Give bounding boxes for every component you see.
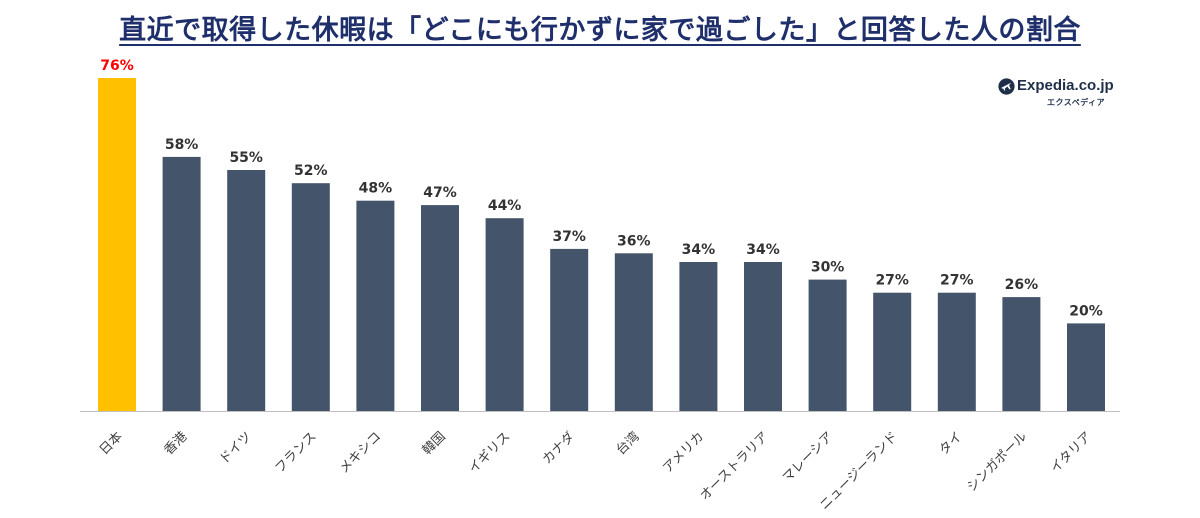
bar-1 [162,156,201,411]
chart-title: 直近で取得した休暇は「どこにも行かずに家で過ごした」と回答した人の割合 [119,15,1081,46]
category-label-11: マレーシア [780,429,836,485]
bar-12 [873,292,912,411]
category-label-0: 日本 [97,429,126,458]
category-label-9: アメリカ [660,429,707,476]
bar-4 [356,200,395,411]
value-label-9: 34% [682,242,716,258]
category-label-1: 香港 [161,429,190,458]
bar-6 [485,218,524,411]
value-label-0: 76% [100,58,134,74]
value-label-8: 36% [617,233,651,249]
logo-sub-text: エクスペディア [1047,98,1106,107]
value-label-5: 47% [423,185,457,201]
bar-13 [937,292,976,411]
value-label-7: 37% [552,229,586,245]
value-labels-group: 76% 58% 55% 52% 48% 47% 44% 37% 36% 34% 34% 30% 27% 2… [100,58,1103,319]
logo-brand-text: Expedia.co.jp [1017,77,1114,94]
category-label-15: イタリア [1048,429,1095,476]
category-label-3: フランス [272,429,319,476]
category-label-13: タイ [937,429,966,458]
category-label-5: 韓国 [420,429,449,458]
bar-15 [1067,323,1105,411]
category-label-6: イギリス [466,429,513,476]
value-label-13: 27% [940,273,974,289]
bar-5 [421,205,459,411]
expedia-logo: Expedia.co.jp エクスペディア [995,76,1115,112]
bars-group [98,78,1105,411]
value-label-1: 58% [165,137,199,153]
value-label-12: 27% [875,273,909,289]
plane-globe-icon [998,78,1015,95]
category-label-4: メキシコ [337,429,384,476]
bar-2 [227,170,266,411]
value-label-3: 52% [294,163,328,179]
value-label-15: 20% [1069,303,1103,319]
value-label-4: 48% [359,181,393,197]
value-label-14: 26% [1005,277,1039,293]
bar-3 [291,183,330,411]
category-label-10: オーストラリア [697,429,772,504]
value-label-11: 30% [811,260,845,276]
bar-11 [808,279,847,411]
value-label-6: 44% [488,198,522,214]
category-label-14: シンガポール [964,429,1030,495]
bar-8 [614,253,653,411]
bar-7 [550,248,589,411]
bar-14 [1002,297,1041,411]
bar-10 [744,262,782,411]
category-label-2: ドイツ [217,429,255,467]
bar-0 [98,78,136,411]
category-label-7: カナダ [540,429,578,467]
category-label-8: 台湾 [613,429,643,459]
bar-9 [679,262,718,411]
value-label-10: 34% [746,242,780,258]
value-label-2: 55% [229,150,263,166]
